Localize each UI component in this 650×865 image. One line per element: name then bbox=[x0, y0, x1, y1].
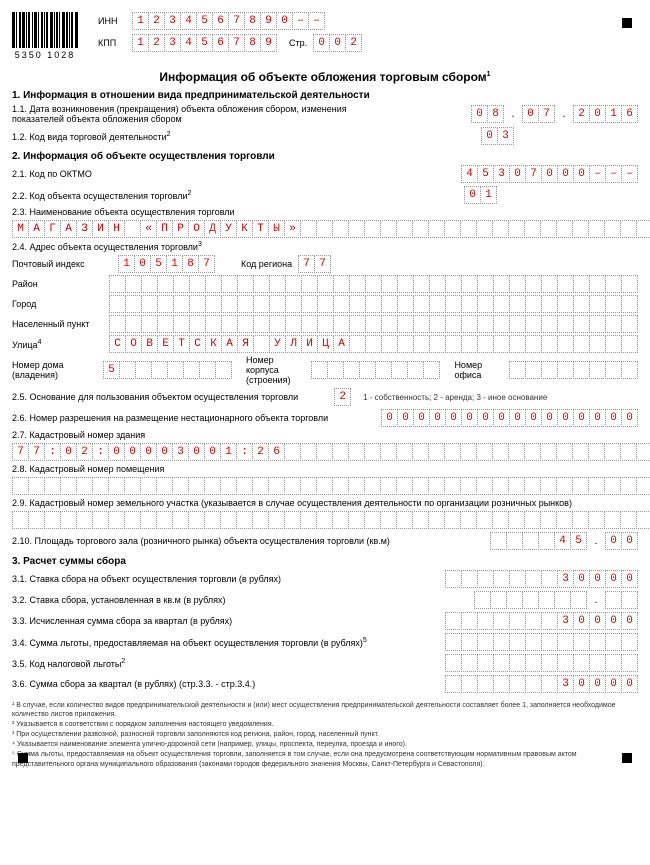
street-cells: СОВЕТСКАЯУЛИЦА bbox=[109, 335, 638, 353]
region-cells: 77 bbox=[298, 255, 331, 273]
f32-int bbox=[474, 591, 587, 609]
office-label: Номер офиса bbox=[454, 360, 503, 380]
f12-cells: 03 bbox=[481, 127, 514, 145]
f29-cells bbox=[12, 511, 650, 529]
f33-cells: 30000 bbox=[445, 612, 638, 630]
postal-cells: 105187 bbox=[118, 255, 215, 273]
f24-label: 2.4. Адрес объекта осуществления торговл… bbox=[12, 241, 202, 252]
f34-label: 3.4. Сумма льготы, предоставляемая на об… bbox=[12, 637, 367, 648]
house-cells: 5 bbox=[103, 361, 232, 379]
region-label: Код региона bbox=[241, 259, 292, 269]
f25-label: 2.5. Основание для пользования объектом … bbox=[12, 392, 298, 402]
f11-label: 1.1. Дата возникновения (прекращения) об… bbox=[12, 104, 392, 124]
f32-label: 3.2. Ставка сбора, установленная в кв.м … bbox=[12, 595, 226, 605]
section3-heading: 3. Расчет суммы сбора bbox=[12, 556, 638, 567]
f23-label: 2.3. Наименование объекта осуществления … bbox=[12, 207, 235, 217]
f36-cells: 30000 bbox=[445, 675, 638, 693]
f36-label: 3.6. Сумма сбора за квартал (в рублях) (… bbox=[12, 679, 255, 689]
f25-note: 1 - собственность; 2 - аренда; 3 - иное … bbox=[363, 393, 547, 402]
header: 5350 1028 ИНН 1234567890–– КПП 123456789… bbox=[12, 12, 638, 60]
f22-label: 2.2. Код объекта осуществления торговли2 bbox=[12, 190, 191, 201]
corner-marker bbox=[622, 753, 632, 763]
date-year: 2016 bbox=[573, 105, 638, 123]
settlement-cells bbox=[109, 315, 638, 333]
f35-cells bbox=[445, 654, 638, 672]
barcode-number: 5350 1028 bbox=[15, 50, 76, 60]
f31-cells: 30000 bbox=[445, 570, 638, 588]
f26-cells: 0000000000000000 bbox=[381, 409, 638, 427]
f35-label: 3.5. Код налоговой льготы2 bbox=[12, 658, 125, 669]
page-title: Информация об объекте обложения торговым… bbox=[12, 70, 638, 84]
section1-heading: 1. Информация в отношении вида предприни… bbox=[12, 90, 638, 101]
f210-int: 45 bbox=[490, 532, 587, 550]
district-label: Район bbox=[12, 279, 103, 289]
f21-cells: 45307000––– bbox=[461, 165, 638, 183]
city-cells bbox=[109, 295, 638, 313]
district-cells bbox=[109, 275, 638, 293]
f28-label: 2.8. Кадастровый номер помещения bbox=[12, 464, 164, 474]
office-cells bbox=[509, 361, 638, 379]
footnotes: ¹ В случае, если количество видов предпр… bbox=[12, 701, 638, 769]
f21-label: 2.1. Код по ОКТМО bbox=[12, 169, 92, 179]
inn-cells: 1234567890–– bbox=[132, 12, 325, 30]
f210-dec: 00 bbox=[605, 532, 638, 550]
kpp-label: КПП bbox=[98, 38, 126, 48]
f210-label: 2.10. Площадь торгового зала (розничного… bbox=[12, 536, 390, 546]
f28-cells bbox=[12, 477, 650, 495]
inn-label: ИНН bbox=[98, 16, 126, 26]
street-label: Улица4 bbox=[12, 339, 103, 350]
f25-cells: 2 bbox=[334, 388, 351, 406]
f26-label: 2.6. Номер разрешения на размещение нест… bbox=[12, 413, 328, 423]
f31-label: 3.1. Ставка сбора на объект осуществлени… bbox=[12, 574, 281, 584]
f33-label: 3.3. Исчисленная сумма сбора за квартал … bbox=[12, 616, 232, 626]
f32-dec bbox=[605, 591, 638, 609]
house-label: Номер дома (владения) bbox=[12, 360, 97, 380]
barcode: 5350 1028 bbox=[12, 12, 78, 60]
section2-heading: 2. Информация об объекте осуществления т… bbox=[12, 151, 638, 162]
f22-cells: 01 bbox=[464, 186, 497, 204]
f23-cells: МАГАЗИН«ПРОДУКТЫ» bbox=[12, 220, 650, 238]
city-label: Город bbox=[12, 299, 103, 309]
date-day: 08 bbox=[471, 105, 504, 123]
date-month: 07 bbox=[522, 105, 555, 123]
postal-label: Почтовый индекс bbox=[12, 259, 112, 269]
f29-label: 2.9. Кадастровый номер земельного участк… bbox=[12, 498, 572, 508]
corner-marker bbox=[622, 18, 632, 28]
f27-cells: 77:02:00003001:26 bbox=[12, 443, 650, 461]
korpus-label: Номер корпуса (строения) bbox=[246, 355, 305, 385]
settlement-label: Населенный пункт bbox=[12, 319, 103, 329]
kpp-cells: 123456789 bbox=[132, 34, 277, 52]
f12-label: 1.2. Код вида торговой деятельности2 bbox=[12, 131, 171, 142]
f34-cells bbox=[445, 633, 638, 651]
f27-label: 2.7. Кадастровый номер здания bbox=[12, 430, 145, 440]
korpus-cells bbox=[311, 361, 440, 379]
corner-marker bbox=[18, 753, 28, 763]
page-cells: 002 bbox=[313, 34, 362, 52]
page-label: Стр. bbox=[289, 38, 307, 48]
